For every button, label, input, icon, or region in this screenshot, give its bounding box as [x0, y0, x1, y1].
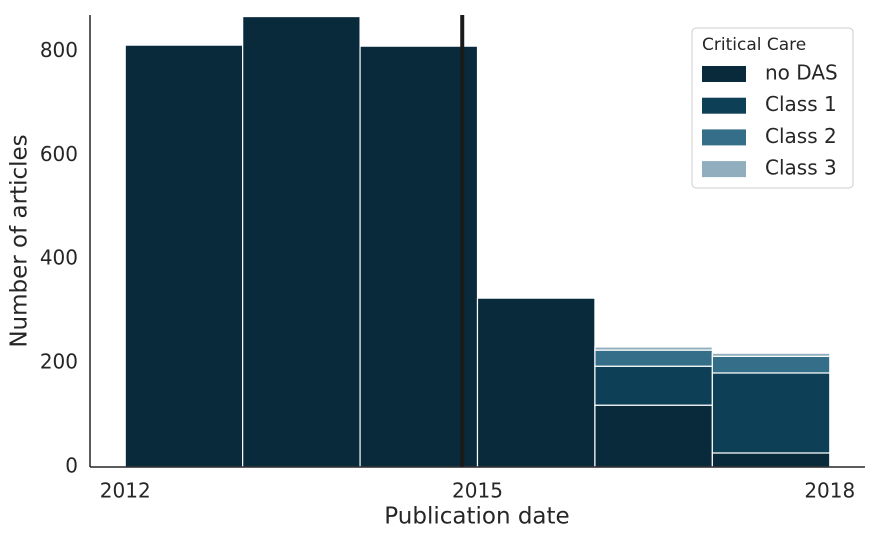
bar: [476, 297, 596, 468]
legend-label: Class 1: [765, 92, 837, 116]
legend-label: Class 3: [765, 156, 837, 180]
x-tick-label: 2018: [804, 479, 855, 503]
legend-swatch: [702, 129, 746, 146]
y-axis-label: Number of articles: [7, 134, 33, 347]
bar: [594, 346, 713, 351]
bar: [711, 355, 831, 374]
x-tick-label: 2012: [100, 479, 151, 503]
y-tick-label: 600: [40, 142, 78, 166]
legend-title: Critical Care: [702, 35, 806, 55]
bar: [124, 44, 244, 468]
y-tick-label: 400: [40, 246, 78, 270]
bar: [359, 45, 479, 468]
bar: [594, 349, 713, 367]
legend-swatch: [702, 161, 746, 178]
legend-swatch: [702, 97, 746, 114]
bar: [242, 15, 361, 468]
y-tick-label: 800: [40, 38, 78, 62]
legend-label: no DAS: [765, 61, 838, 85]
x-axis-label: Publication date: [384, 504, 569, 530]
bar: [711, 372, 831, 454]
bar: [711, 452, 831, 468]
bar: [594, 365, 713, 406]
legend-swatch: [702, 66, 746, 82]
y-tick-label: 200: [40, 350, 78, 374]
bar: [594, 404, 713, 468]
x-tick-label: 2015: [452, 479, 503, 503]
legend-label: Class 2: [765, 124, 837, 148]
bar: [711, 352, 831, 357]
y-tick-label: 0: [65, 454, 78, 478]
